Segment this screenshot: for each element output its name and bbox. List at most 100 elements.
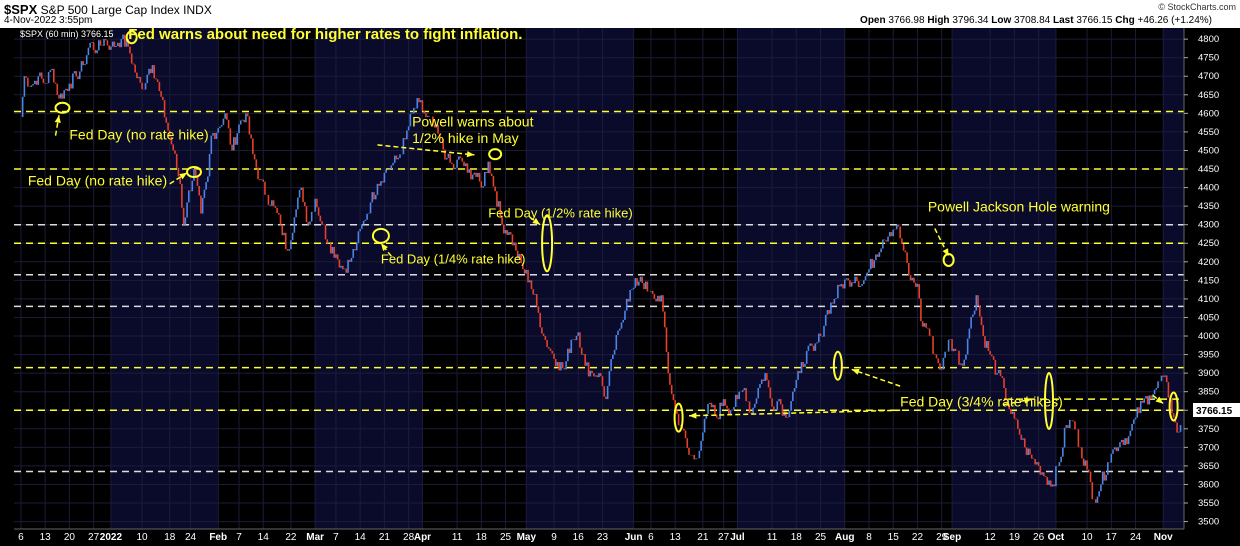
x-tick-label: 25: [815, 532, 827, 543]
x-tick-label: 11: [767, 532, 778, 543]
chart-header: $SPX S&P 500 Large Cap Index INDX 4-Nov-…: [0, 0, 1240, 28]
month-band: [526, 28, 634, 529]
arrow-head: [54, 115, 61, 123]
annotation-arrow: [380, 242, 392, 257]
x-tick-label: 29: [936, 532, 948, 543]
x-tick-label: 14: [355, 532, 367, 543]
last-price-tag: 3766.15: [1193, 403, 1240, 417]
y-tick-label: 3950: [1198, 350, 1219, 361]
y-tick-label: 3600: [1198, 479, 1219, 490]
last-price-box: [1193, 403, 1240, 417]
x-tick-label: 16: [573, 532, 585, 543]
open-label: Open: [860, 15, 886, 26]
grid-lines: [14, 28, 1184, 529]
month-band: [737, 28, 845, 529]
y-tick-label: 3850: [1198, 387, 1219, 398]
x-tick-label: 27: [88, 532, 100, 543]
x-tick-label: 28: [403, 532, 415, 543]
arrow-head: [466, 151, 475, 158]
fed-day-marker: [942, 252, 955, 267]
arrow-head: [1023, 397, 1032, 404]
x-tick-label: 2022: [100, 532, 123, 543]
annotation-text: 1/2% hike in May: [412, 130, 519, 146]
month-band: [1163, 28, 1184, 529]
month-band: [315, 28, 423, 529]
x-tick-label: 8: [866, 532, 872, 543]
x-tick-label: 13: [40, 532, 52, 543]
x-tick-label: May: [517, 532, 537, 543]
x-tick-label: 12: [985, 532, 997, 543]
x-tick-label: Jun: [625, 532, 643, 543]
x-tick-label: 14: [258, 532, 270, 543]
annotation-text: Powell Jackson Hole warning: [928, 199, 1110, 215]
fed-day-marker: [541, 214, 554, 273]
ohlc-readout: Open 3766.98 High 3796.34 Low 3708.84 La…: [860, 15, 1212, 26]
x-tick-label: 15: [888, 532, 900, 543]
high-label: High: [927, 15, 950, 26]
y-tick-label: 4400: [1198, 183, 1219, 194]
month-band: [952, 28, 1056, 529]
annotation-text: Fed Day (1/2% rate hike): [488, 205, 633, 220]
annotation-text: Fed warns about need for higher rates to…: [128, 28, 522, 43]
high-value: 3796.34: [952, 15, 989, 26]
x-tick-label: 22: [912, 532, 924, 543]
x-tick-label: 11: [452, 532, 463, 543]
x-tick-label: 6: [18, 532, 24, 543]
x-tick-label: Nov: [1154, 532, 1173, 543]
open-value: 3766.98: [888, 15, 925, 26]
y-tick-label: 3550: [1198, 498, 1219, 509]
x-tick-label: 18: [791, 532, 803, 543]
y-tick-label: 3700: [1198, 442, 1219, 453]
x-axis: 6 13 20 27 2022 10 18 24 Feb 7 14 22 Mar 7 14 21 28 Apr 11…: [14, 528, 1184, 543]
low-value: 3708.84: [1014, 15, 1051, 26]
y-tick-label: 4600: [1198, 108, 1219, 119]
timestamp: 4-Nov-2022 3:55pm: [4, 15, 93, 26]
title-line: $SPX S&P 500 Large Cap Index INDX: [4, 2, 212, 17]
y-tick-label: 3500: [1198, 517, 1219, 528]
x-tick-label: 18: [476, 532, 488, 543]
annotations: Fed warns about need for higher rates to…: [28, 28, 1110, 410]
x-tick-label: Aug: [835, 532, 854, 543]
x-tick-label: 10: [1082, 532, 1094, 543]
y-tick-label: 4050: [1198, 312, 1219, 323]
fed-day-marker: [832, 350, 843, 381]
y-tick-label: 3750: [1198, 424, 1219, 435]
x-tick-label: Feb: [209, 532, 227, 543]
fed-day-marker: [1044, 371, 1054, 430]
arrow-head: [689, 412, 697, 419]
x-tick-label: 22: [285, 532, 297, 543]
y-tick-label: 3650: [1198, 461, 1219, 472]
last-price-value: 3766.15: [1196, 406, 1233, 417]
price-chart: Fed warns about need for higher rates to…: [14, 28, 1240, 543]
x-tick-label: Oct: [1048, 532, 1065, 543]
arrow-head: [942, 248, 949, 257]
x-tick-label: 9: [551, 532, 557, 543]
low-label: Low: [991, 15, 1012, 26]
arrow-head: [1155, 396, 1164, 404]
y-tick-label: 4250: [1198, 238, 1219, 249]
y-tick-label: 4500: [1198, 145, 1219, 156]
x-tick-label: 7: [236, 532, 242, 543]
fed-day-marker: [371, 227, 390, 244]
x-tick-label: 10: [137, 532, 149, 543]
symbol: $SPX: [4, 2, 38, 17]
index-name: S&P 500 Large Cap Index: [40, 3, 180, 17]
y-tick-label: 4650: [1198, 90, 1219, 101]
y-tick-label: 4100: [1198, 294, 1219, 305]
fed-day-marker: [125, 30, 138, 45]
annotation-text: Fed Day (3/4% rate hikes): [900, 394, 1063, 410]
annotation-text: Powell warns about: [412, 113, 534, 129]
fed-day-marker: [186, 165, 202, 178]
y-axis: 3500355036003650370037503800385039003950…: [1183, 28, 1219, 529]
annotation-arrow: [377, 144, 475, 156]
y-tick-label: 4800: [1198, 34, 1219, 45]
annotation-arrow: [688, 409, 901, 417]
x-tick-label: 21: [379, 532, 391, 543]
y-tick-label: 4300: [1198, 220, 1219, 231]
x-tick-label: 26: [1033, 532, 1045, 543]
annotation-text: Fed Day (1/4% rate hike): [381, 252, 526, 267]
arrow-head: [851, 368, 860, 375]
fed-day-marker: [488, 148, 503, 161]
arrow-head: [532, 217, 541, 225]
y-tick-label: 4150: [1198, 275, 1219, 286]
